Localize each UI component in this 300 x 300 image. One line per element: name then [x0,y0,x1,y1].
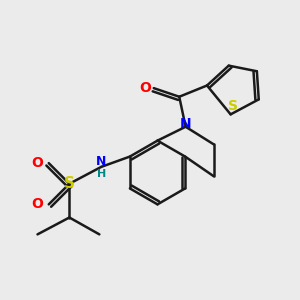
Text: S: S [64,176,75,191]
Text: H: H [97,169,106,178]
Text: O: O [140,81,152,95]
Text: O: O [32,156,44,170]
Text: N: N [96,155,106,168]
Text: S: S [228,99,238,113]
Text: N: N [180,117,191,131]
Text: O: O [32,197,44,212]
